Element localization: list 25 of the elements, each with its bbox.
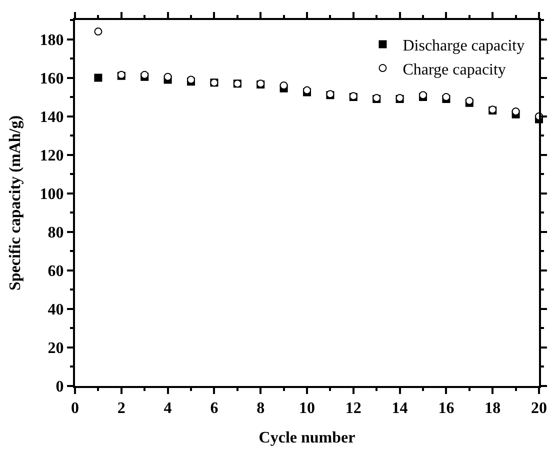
y-tick-label: 20: [48, 340, 64, 358]
legend-label: Charge capacity: [402, 61, 506, 78]
x-tick-label: 6: [210, 400, 218, 418]
x-tick-label: 0: [71, 400, 79, 418]
y-tick-label: 160: [40, 70, 64, 88]
y-tick-label: 120: [40, 147, 64, 164]
x-tick-label: 10: [299, 400, 315, 418]
x-tick-label: 20: [531, 400, 547, 418]
x-tick-label: 4: [164, 400, 172, 418]
y-axis-title: Specific capacity (mAh/g): [7, 115, 24, 291]
legend-label: Discharge capacity: [402, 37, 525, 54]
x-tick-label: 16: [438, 400, 454, 418]
y-tick-label: 40: [48, 302, 64, 319]
x-tick-label: 2: [117, 400, 126, 418]
y-tick-label: 60: [48, 263, 64, 280]
x-tick-label: 8: [256, 400, 265, 418]
y-tick-label: 140: [40, 108, 64, 126]
y-tick-label: 180: [40, 32, 64, 49]
y-tick-label: 80: [48, 224, 64, 242]
x-tick-label: 18: [484, 400, 501, 418]
x-tick-label: 14: [392, 400, 408, 418]
y-tick-label: 100: [40, 186, 64, 203]
x-tick-label: 12: [345, 400, 362, 418]
x-axis-title: Cycle number: [258, 429, 356, 446]
y-tick-label: 0: [56, 378, 64, 396]
